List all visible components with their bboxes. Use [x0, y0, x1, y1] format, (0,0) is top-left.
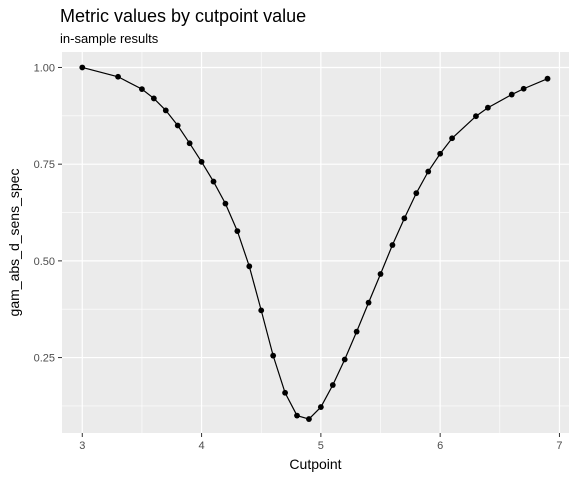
data-point: [162, 107, 169, 114]
data-point: [258, 307, 265, 314]
x-axis-title: Cutpoint: [289, 456, 341, 472]
data-point: [150, 95, 157, 102]
x-tick-label: 4: [199, 440, 205, 452]
data-point: [234, 228, 241, 234]
data-point: [282, 389, 288, 396]
data-point: [270, 352, 277, 359]
data-point: [520, 85, 527, 92]
data-point: [210, 178, 217, 185]
data-point: [365, 299, 372, 306]
data-point: [186, 140, 193, 147]
grid-lines: [62, 52, 569, 433]
y-tick-label: 0.25: [34, 353, 55, 365]
data-point: [317, 404, 324, 410]
x-tick-label: 5: [318, 440, 324, 452]
x-tick-label: 3: [79, 440, 85, 452]
data-point: [389, 242, 396, 248]
y-tick-label: 0.75: [34, 159, 55, 171]
data-point: [306, 416, 312, 422]
data-point: [139, 86, 145, 93]
data-point: [508, 91, 515, 98]
data-point: [174, 122, 181, 129]
data-point: [353, 328, 360, 335]
data-point: [437, 150, 444, 157]
chart-title: Metric values by cutpoint value: [60, 6, 306, 26]
data-point: [222, 200, 229, 207]
data-point: [329, 382, 336, 388]
y-ticks: 0.25 0.50 0.75 1.00: [34, 62, 62, 365]
y-tick-label: 0.50: [34, 256, 55, 268]
data-point: [115, 73, 121, 80]
y-axis-title: gam_abs_d_sens_spec: [6, 169, 22, 317]
data-point: [246, 263, 253, 270]
chart-subtitle: in-sample results: [60, 31, 159, 46]
data-point: [341, 356, 348, 363]
data-point: [544, 75, 551, 82]
series-line: [82, 66, 548, 420]
x-tick-label: 7: [556, 440, 562, 452]
data-point: [449, 135, 455, 142]
y-tick-label: 1.00: [34, 62, 55, 74]
data-point: [413, 190, 420, 197]
data-point: [473, 113, 479, 120]
x-ticks: 3 4 5 6 7: [79, 433, 563, 452]
data-point: [401, 215, 408, 222]
data-point: [198, 158, 205, 165]
data-point: [484, 104, 491, 111]
plot-panel: [62, 52, 569, 433]
data-point: [294, 412, 300, 419]
data-point: [79, 64, 86, 71]
data-point: [377, 271, 384, 277]
data-point: [425, 168, 432, 175]
series-line-group: [79, 64, 551, 422]
x-tick-label: 6: [437, 440, 443, 452]
